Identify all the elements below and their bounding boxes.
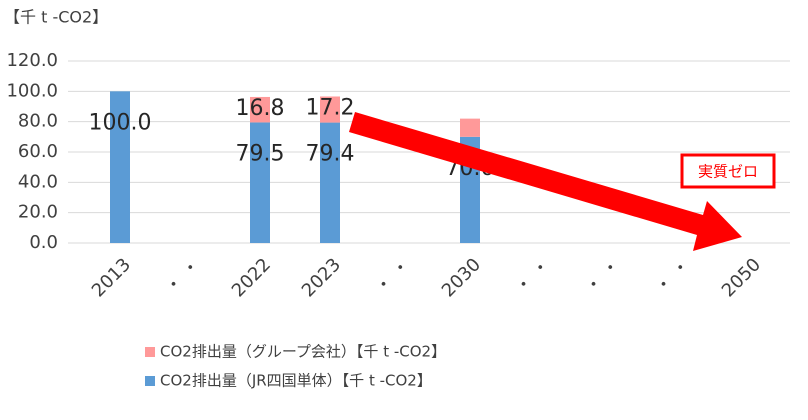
x-tick-label: ・ ・ bbox=[511, 254, 555, 298]
y-tick-label: 120.0 bbox=[6, 50, 58, 71]
bar-segment bbox=[460, 118, 480, 137]
annotation-box bbox=[680, 153, 776, 189]
x-tick-label: 2030 bbox=[438, 254, 485, 301]
bar-segment bbox=[250, 96, 270, 123]
data-label: 79.5 bbox=[236, 141, 285, 166]
data-label: 79.4 bbox=[306, 142, 355, 167]
x-tick-label: 2022 bbox=[228, 254, 275, 301]
trend-arrow bbox=[349, 112, 742, 251]
y-tick-label: 20.0 bbox=[18, 202, 58, 223]
x-tick-label: 2050 bbox=[718, 254, 765, 301]
x-tick-label: 2023 bbox=[298, 254, 345, 301]
unit-label: 【千 t -CO2】 bbox=[4, 8, 108, 27]
y-tick-label: 100.0 bbox=[6, 80, 58, 101]
legend-label: CO2排出量（グループ会社）【千 t -CO2】 bbox=[160, 343, 446, 361]
x-tick-label: ・ ・ bbox=[651, 254, 695, 298]
legend-label: CO2排出量（JR四国単体）【千 t -CO2】 bbox=[160, 372, 432, 390]
x-tick-label: ・ ・ bbox=[581, 254, 625, 298]
legend-swatch bbox=[145, 376, 155, 386]
data-label: 16.8 bbox=[236, 96, 285, 121]
x-tick-label: 2013 bbox=[88, 254, 135, 301]
annotation: 実質ゼロ bbox=[698, 163, 758, 181]
y-tick-label: 80.0 bbox=[18, 111, 58, 132]
bar-segment bbox=[250, 122, 270, 243]
data-label: 100.0 bbox=[89, 110, 152, 135]
plot-area: 0.0 20.0 40.0 60.0 80.0 100.0 120.0 2013 ・ ・ 2022… bbox=[6, 50, 790, 301]
x-tick-label: ・ ・ bbox=[161, 254, 205, 298]
x-tick-label: ・ ・ bbox=[371, 254, 415, 298]
y-tick-label: 60.0 bbox=[18, 141, 58, 162]
legend-swatch bbox=[145, 347, 155, 357]
data-label: 17.2 bbox=[306, 95, 355, 120]
y-tick-label: 0.0 bbox=[29, 232, 58, 253]
bar-segment bbox=[110, 91, 130, 243]
bar-segment bbox=[320, 122, 340, 243]
bar-segment bbox=[320, 96, 340, 123]
y-tick-label: 40.0 bbox=[18, 171, 58, 192]
